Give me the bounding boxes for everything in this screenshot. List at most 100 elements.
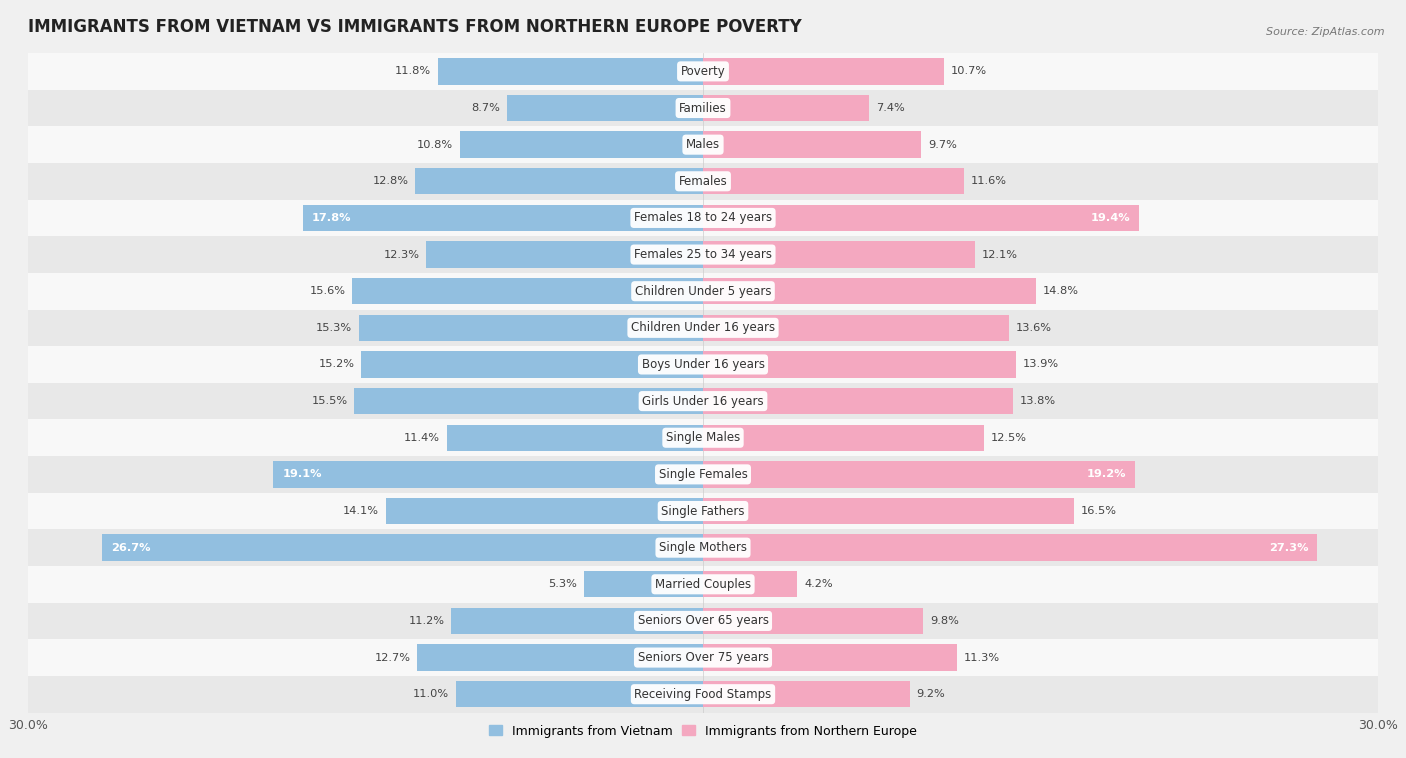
Bar bbox=[456, 681, 703, 707]
Text: Females 18 to 24 years: Females 18 to 24 years bbox=[634, 211, 772, 224]
Text: 7.4%: 7.4% bbox=[876, 103, 905, 113]
Text: 12.8%: 12.8% bbox=[373, 177, 408, 186]
Bar bbox=[703, 534, 1317, 561]
Bar bbox=[703, 461, 1135, 487]
Bar bbox=[437, 58, 703, 85]
Bar bbox=[703, 571, 797, 597]
Text: 12.3%: 12.3% bbox=[384, 249, 419, 259]
Text: 15.3%: 15.3% bbox=[316, 323, 352, 333]
Text: 15.6%: 15.6% bbox=[309, 287, 346, 296]
Bar bbox=[703, 241, 976, 268]
Bar bbox=[460, 131, 703, 158]
Text: Single Males: Single Males bbox=[666, 431, 740, 444]
Text: 11.4%: 11.4% bbox=[404, 433, 440, 443]
Bar bbox=[28, 419, 1378, 456]
Text: 11.6%: 11.6% bbox=[970, 177, 1007, 186]
Bar bbox=[302, 205, 703, 231]
Text: Single Females: Single Females bbox=[658, 468, 748, 481]
Text: 26.7%: 26.7% bbox=[111, 543, 150, 553]
Text: 4.2%: 4.2% bbox=[804, 579, 832, 589]
Bar bbox=[28, 89, 1378, 127]
Text: Females: Females bbox=[679, 175, 727, 188]
Text: 11.3%: 11.3% bbox=[965, 653, 1000, 662]
Bar bbox=[703, 131, 921, 158]
Bar bbox=[28, 566, 1378, 603]
Bar bbox=[28, 127, 1378, 163]
Text: 14.1%: 14.1% bbox=[343, 506, 380, 516]
Bar bbox=[703, 498, 1074, 525]
Text: Boys Under 16 years: Boys Under 16 years bbox=[641, 358, 765, 371]
Bar bbox=[28, 199, 1378, 236]
Text: Single Fathers: Single Fathers bbox=[661, 505, 745, 518]
Text: Families: Families bbox=[679, 102, 727, 114]
Bar bbox=[703, 608, 924, 634]
Bar bbox=[703, 388, 1014, 415]
Text: 11.0%: 11.0% bbox=[413, 689, 449, 699]
Bar bbox=[447, 424, 703, 451]
Text: IMMIGRANTS FROM VIETNAM VS IMMIGRANTS FROM NORTHERN EUROPE POVERTY: IMMIGRANTS FROM VIETNAM VS IMMIGRANTS FR… bbox=[28, 18, 801, 36]
Bar bbox=[508, 95, 703, 121]
Text: Children Under 16 years: Children Under 16 years bbox=[631, 321, 775, 334]
Text: 16.5%: 16.5% bbox=[1081, 506, 1116, 516]
Bar bbox=[703, 58, 943, 85]
Text: Males: Males bbox=[686, 138, 720, 151]
Bar bbox=[28, 236, 1378, 273]
Text: 11.8%: 11.8% bbox=[395, 67, 430, 77]
Text: Seniors Over 75 years: Seniors Over 75 years bbox=[637, 651, 769, 664]
Text: Receiving Food Stamps: Receiving Food Stamps bbox=[634, 688, 772, 700]
Text: 9.8%: 9.8% bbox=[931, 616, 959, 626]
Text: Source: ZipAtlas.com: Source: ZipAtlas.com bbox=[1267, 27, 1385, 36]
Bar bbox=[451, 608, 703, 634]
Text: 12.7%: 12.7% bbox=[374, 653, 411, 662]
Bar bbox=[28, 493, 1378, 529]
Bar bbox=[418, 644, 703, 671]
Text: 8.7%: 8.7% bbox=[471, 103, 501, 113]
Text: 5.3%: 5.3% bbox=[548, 579, 576, 589]
Bar bbox=[703, 681, 910, 707]
Bar bbox=[28, 309, 1378, 346]
Text: 10.7%: 10.7% bbox=[950, 67, 987, 77]
Bar bbox=[28, 456, 1378, 493]
Bar bbox=[103, 534, 703, 561]
Text: 27.3%: 27.3% bbox=[1268, 543, 1308, 553]
Bar bbox=[354, 388, 703, 415]
Text: Married Couples: Married Couples bbox=[655, 578, 751, 590]
Bar bbox=[352, 278, 703, 305]
Text: Females 25 to 34 years: Females 25 to 34 years bbox=[634, 248, 772, 261]
Text: 15.2%: 15.2% bbox=[318, 359, 354, 369]
Bar bbox=[703, 205, 1139, 231]
Bar bbox=[415, 168, 703, 195]
Text: 17.8%: 17.8% bbox=[312, 213, 352, 223]
Bar bbox=[361, 351, 703, 377]
Text: 13.8%: 13.8% bbox=[1021, 396, 1056, 406]
Bar bbox=[28, 346, 1378, 383]
Bar bbox=[273, 461, 703, 487]
Bar bbox=[28, 273, 1378, 309]
Text: 19.2%: 19.2% bbox=[1087, 469, 1126, 479]
Text: Poverty: Poverty bbox=[681, 65, 725, 78]
Text: 19.4%: 19.4% bbox=[1091, 213, 1130, 223]
Text: 9.2%: 9.2% bbox=[917, 689, 945, 699]
Text: 14.8%: 14.8% bbox=[1043, 287, 1078, 296]
Bar bbox=[28, 383, 1378, 419]
Bar bbox=[703, 351, 1015, 377]
Text: 12.1%: 12.1% bbox=[981, 249, 1018, 259]
Text: Girls Under 16 years: Girls Under 16 years bbox=[643, 395, 763, 408]
Bar bbox=[426, 241, 703, 268]
Bar bbox=[703, 315, 1010, 341]
Legend: Immigrants from Vietnam, Immigrants from Northern Europe: Immigrants from Vietnam, Immigrants from… bbox=[484, 719, 922, 743]
Bar bbox=[28, 639, 1378, 676]
Bar bbox=[703, 424, 984, 451]
Text: 9.7%: 9.7% bbox=[928, 139, 957, 149]
Text: 13.9%: 13.9% bbox=[1022, 359, 1059, 369]
Text: Children Under 5 years: Children Under 5 years bbox=[634, 285, 772, 298]
Bar bbox=[359, 315, 703, 341]
Text: 19.1%: 19.1% bbox=[283, 469, 322, 479]
Bar bbox=[28, 53, 1378, 89]
Bar bbox=[385, 498, 703, 525]
Text: Seniors Over 65 years: Seniors Over 65 years bbox=[637, 615, 769, 628]
Bar bbox=[703, 278, 1036, 305]
Bar bbox=[703, 95, 869, 121]
Bar bbox=[28, 676, 1378, 713]
Bar bbox=[28, 529, 1378, 566]
